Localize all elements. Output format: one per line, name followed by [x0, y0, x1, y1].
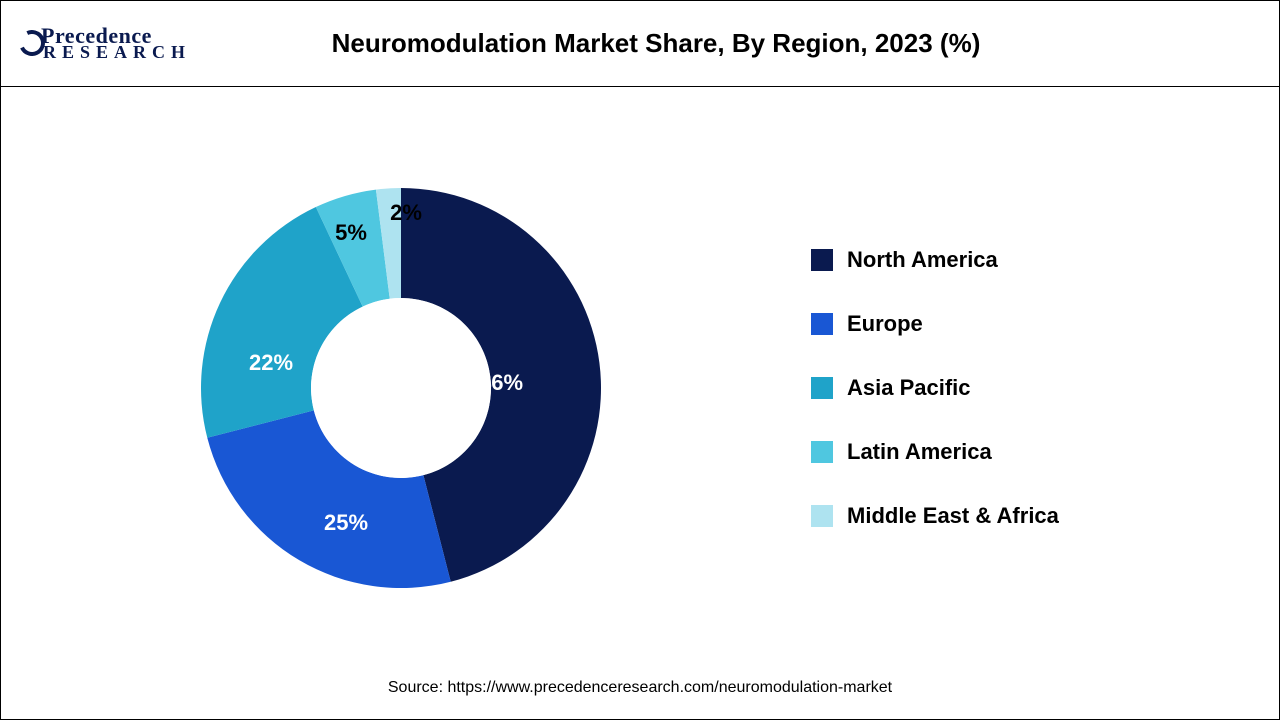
legend: North America Europe Asia Pacific Latin Ame… [771, 247, 1249, 529]
brand-logo: Precedence RESEARCH [19, 27, 191, 61]
donut-chart: 46% 25% 22% 5% 2% [201, 188, 601, 588]
header-row: Precedence RESEARCH Neuromodulation Mark… [1, 1, 1279, 87]
legend-label: Europe [847, 311, 923, 337]
legend-label: Asia Pacific [847, 375, 971, 401]
legend-swatch-icon [811, 441, 833, 463]
legend-swatch-icon [811, 505, 833, 527]
legend-label: Middle East & Africa [847, 503, 1059, 529]
donut-hole [311, 298, 491, 478]
chart-body: 46% 25% 22% 5% 2% North America Europe Asia Pa… [1, 87, 1279, 669]
logo-text: Precedence RESEARCH [41, 27, 191, 61]
legend-label: Latin America [847, 439, 992, 465]
legend-swatch-icon [811, 377, 833, 399]
legend-label: North America [847, 247, 998, 273]
donut-chart-wrap: 46% 25% 22% 5% 2% [31, 118, 771, 658]
slice-percent-label: 46% [479, 370, 523, 396]
slice-percent-label: 5% [335, 220, 367, 246]
legend-swatch-icon [811, 249, 833, 271]
legend-swatch-icon [811, 313, 833, 335]
legend-item: Asia Pacific [811, 375, 1111, 401]
source-footer: Source: https://www.precedenceresearch.c… [1, 669, 1279, 719]
legend-item: Europe [811, 311, 1111, 337]
slice-percent-label: 2% [390, 200, 422, 226]
logo-text-bottom: RESEARCH [41, 45, 191, 60]
chart-card: Precedence RESEARCH Neuromodulation Mark… [0, 0, 1280, 720]
legend-item: North America [811, 247, 1111, 273]
donut-svg [201, 188, 601, 588]
legend-item: Latin America [811, 439, 1111, 465]
chart-title: Neuromodulation Market Share, By Region,… [191, 28, 1261, 59]
legend-item: Middle East & Africa [811, 503, 1111, 529]
slice-percent-label: 25% [324, 510, 368, 536]
slice-percent-label: 22% [249, 350, 293, 376]
